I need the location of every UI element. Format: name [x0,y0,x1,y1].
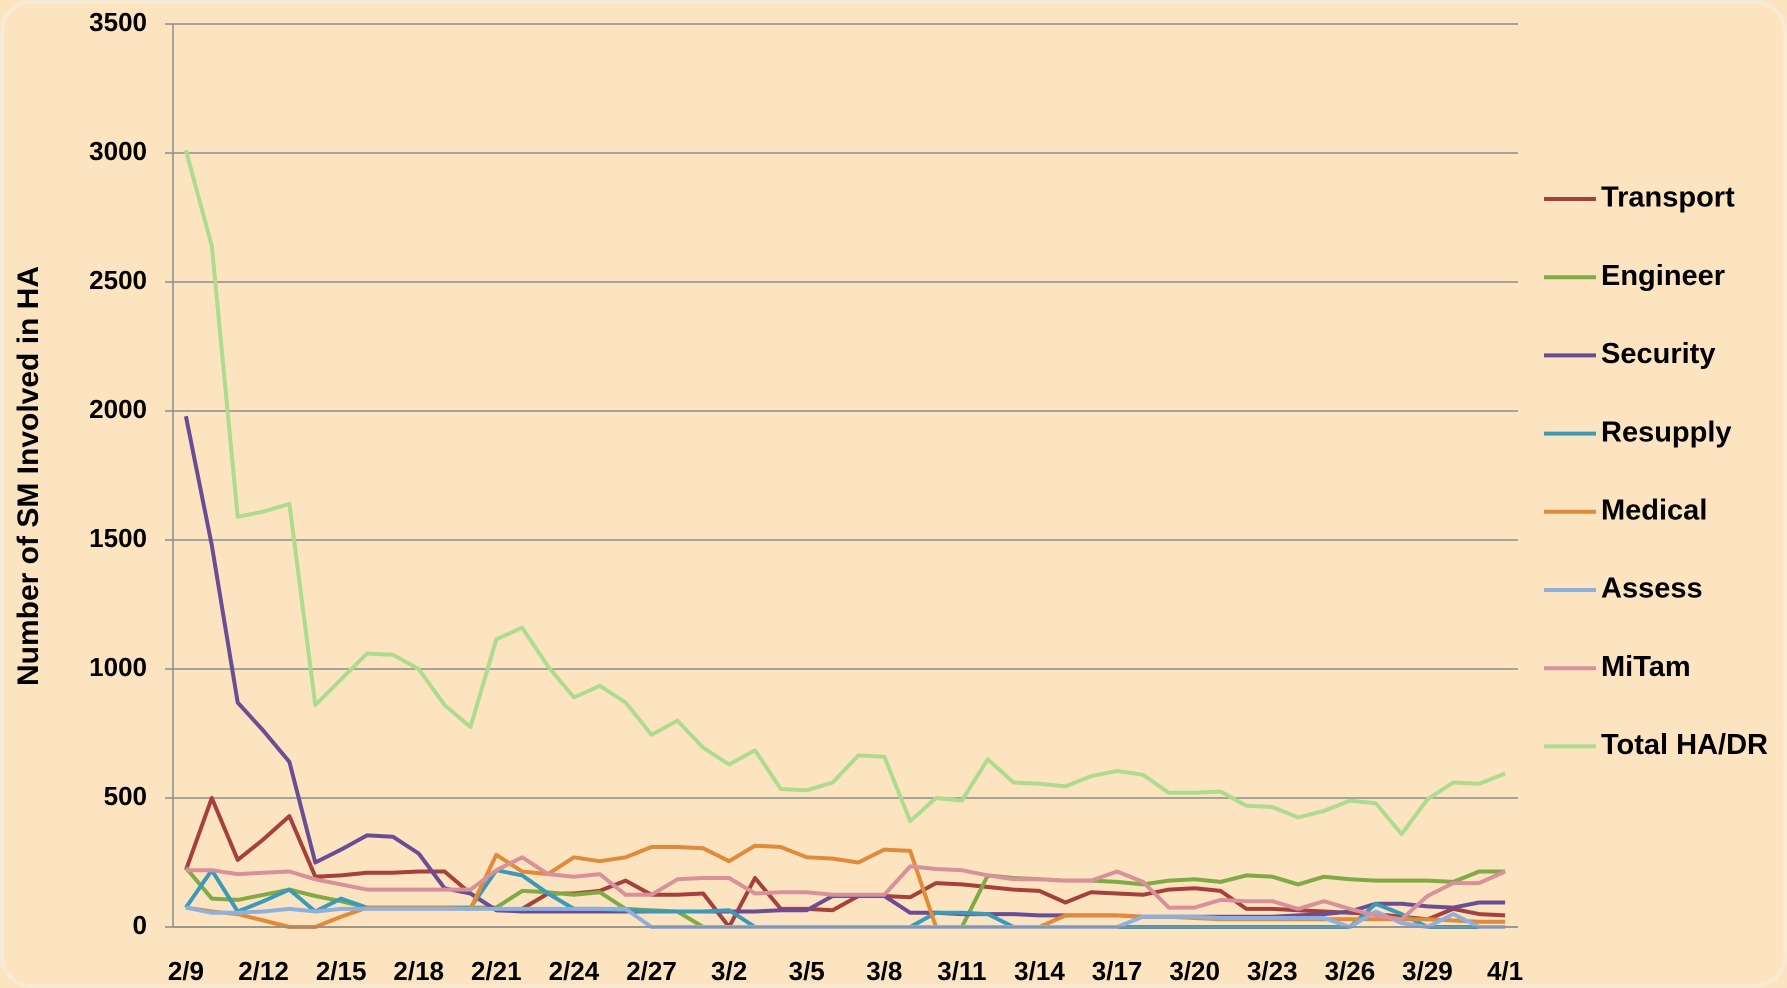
x-tick-label: 3/5 [789,956,825,986]
x-tick-label: 3/11 [937,956,986,986]
series-line [185,855,1506,922]
legend-label: MiTam [1601,651,1691,683]
y-tick-label: 0 [133,910,147,940]
x-tick-label: 3/23 [1247,956,1298,986]
legend-label: Resupply [1601,416,1732,448]
x-tick-label: 2/15 [316,956,367,986]
x-tick-label: 3/2 [711,956,747,986]
x-tick-label: 2/18 [393,956,444,986]
y-tick-label: 2500 [89,265,147,295]
series-line [184,796,1506,929]
y-tick-label: 500 [104,781,147,811]
x-tick-label: 3/8 [866,956,902,986]
x-tick-label: 2/9 [168,956,204,986]
x-tick-label: 3/14 [1014,956,1065,986]
y-tick-label: 1000 [89,652,147,682]
y-tick-label: 2000 [89,394,147,424]
legend-label: Security [1601,338,1715,370]
legend-label: Medical [1601,494,1707,526]
legend-label: Transport [1601,182,1735,214]
x-tick-label: 2/21 [471,956,522,986]
legend-label: Total HA/DR [1601,729,1768,761]
legend-label: Assess [1601,573,1703,605]
legend-label: Engineer [1601,260,1725,292]
y-axis-title: Number of SM Involved in HA [12,266,45,686]
x-tick-label: 3/17 [1092,956,1143,986]
y-tick-label: 3500 [89,7,147,37]
y-tick-label: 1500 [89,523,147,553]
x-tick-label: 3/26 [1325,956,1376,986]
y-tick-label: 3000 [89,136,147,166]
series-line [183,149,1506,837]
x-tick-label: 2/12 [238,956,289,986]
x-tick-label: 2/24 [549,956,600,986]
x-tick-label: 4/1 [1487,956,1523,986]
x-tick-label: 3/29 [1402,956,1453,986]
x-tick-label: 2/27 [626,956,677,986]
x-tick-label: 3/20 [1169,956,1220,986]
